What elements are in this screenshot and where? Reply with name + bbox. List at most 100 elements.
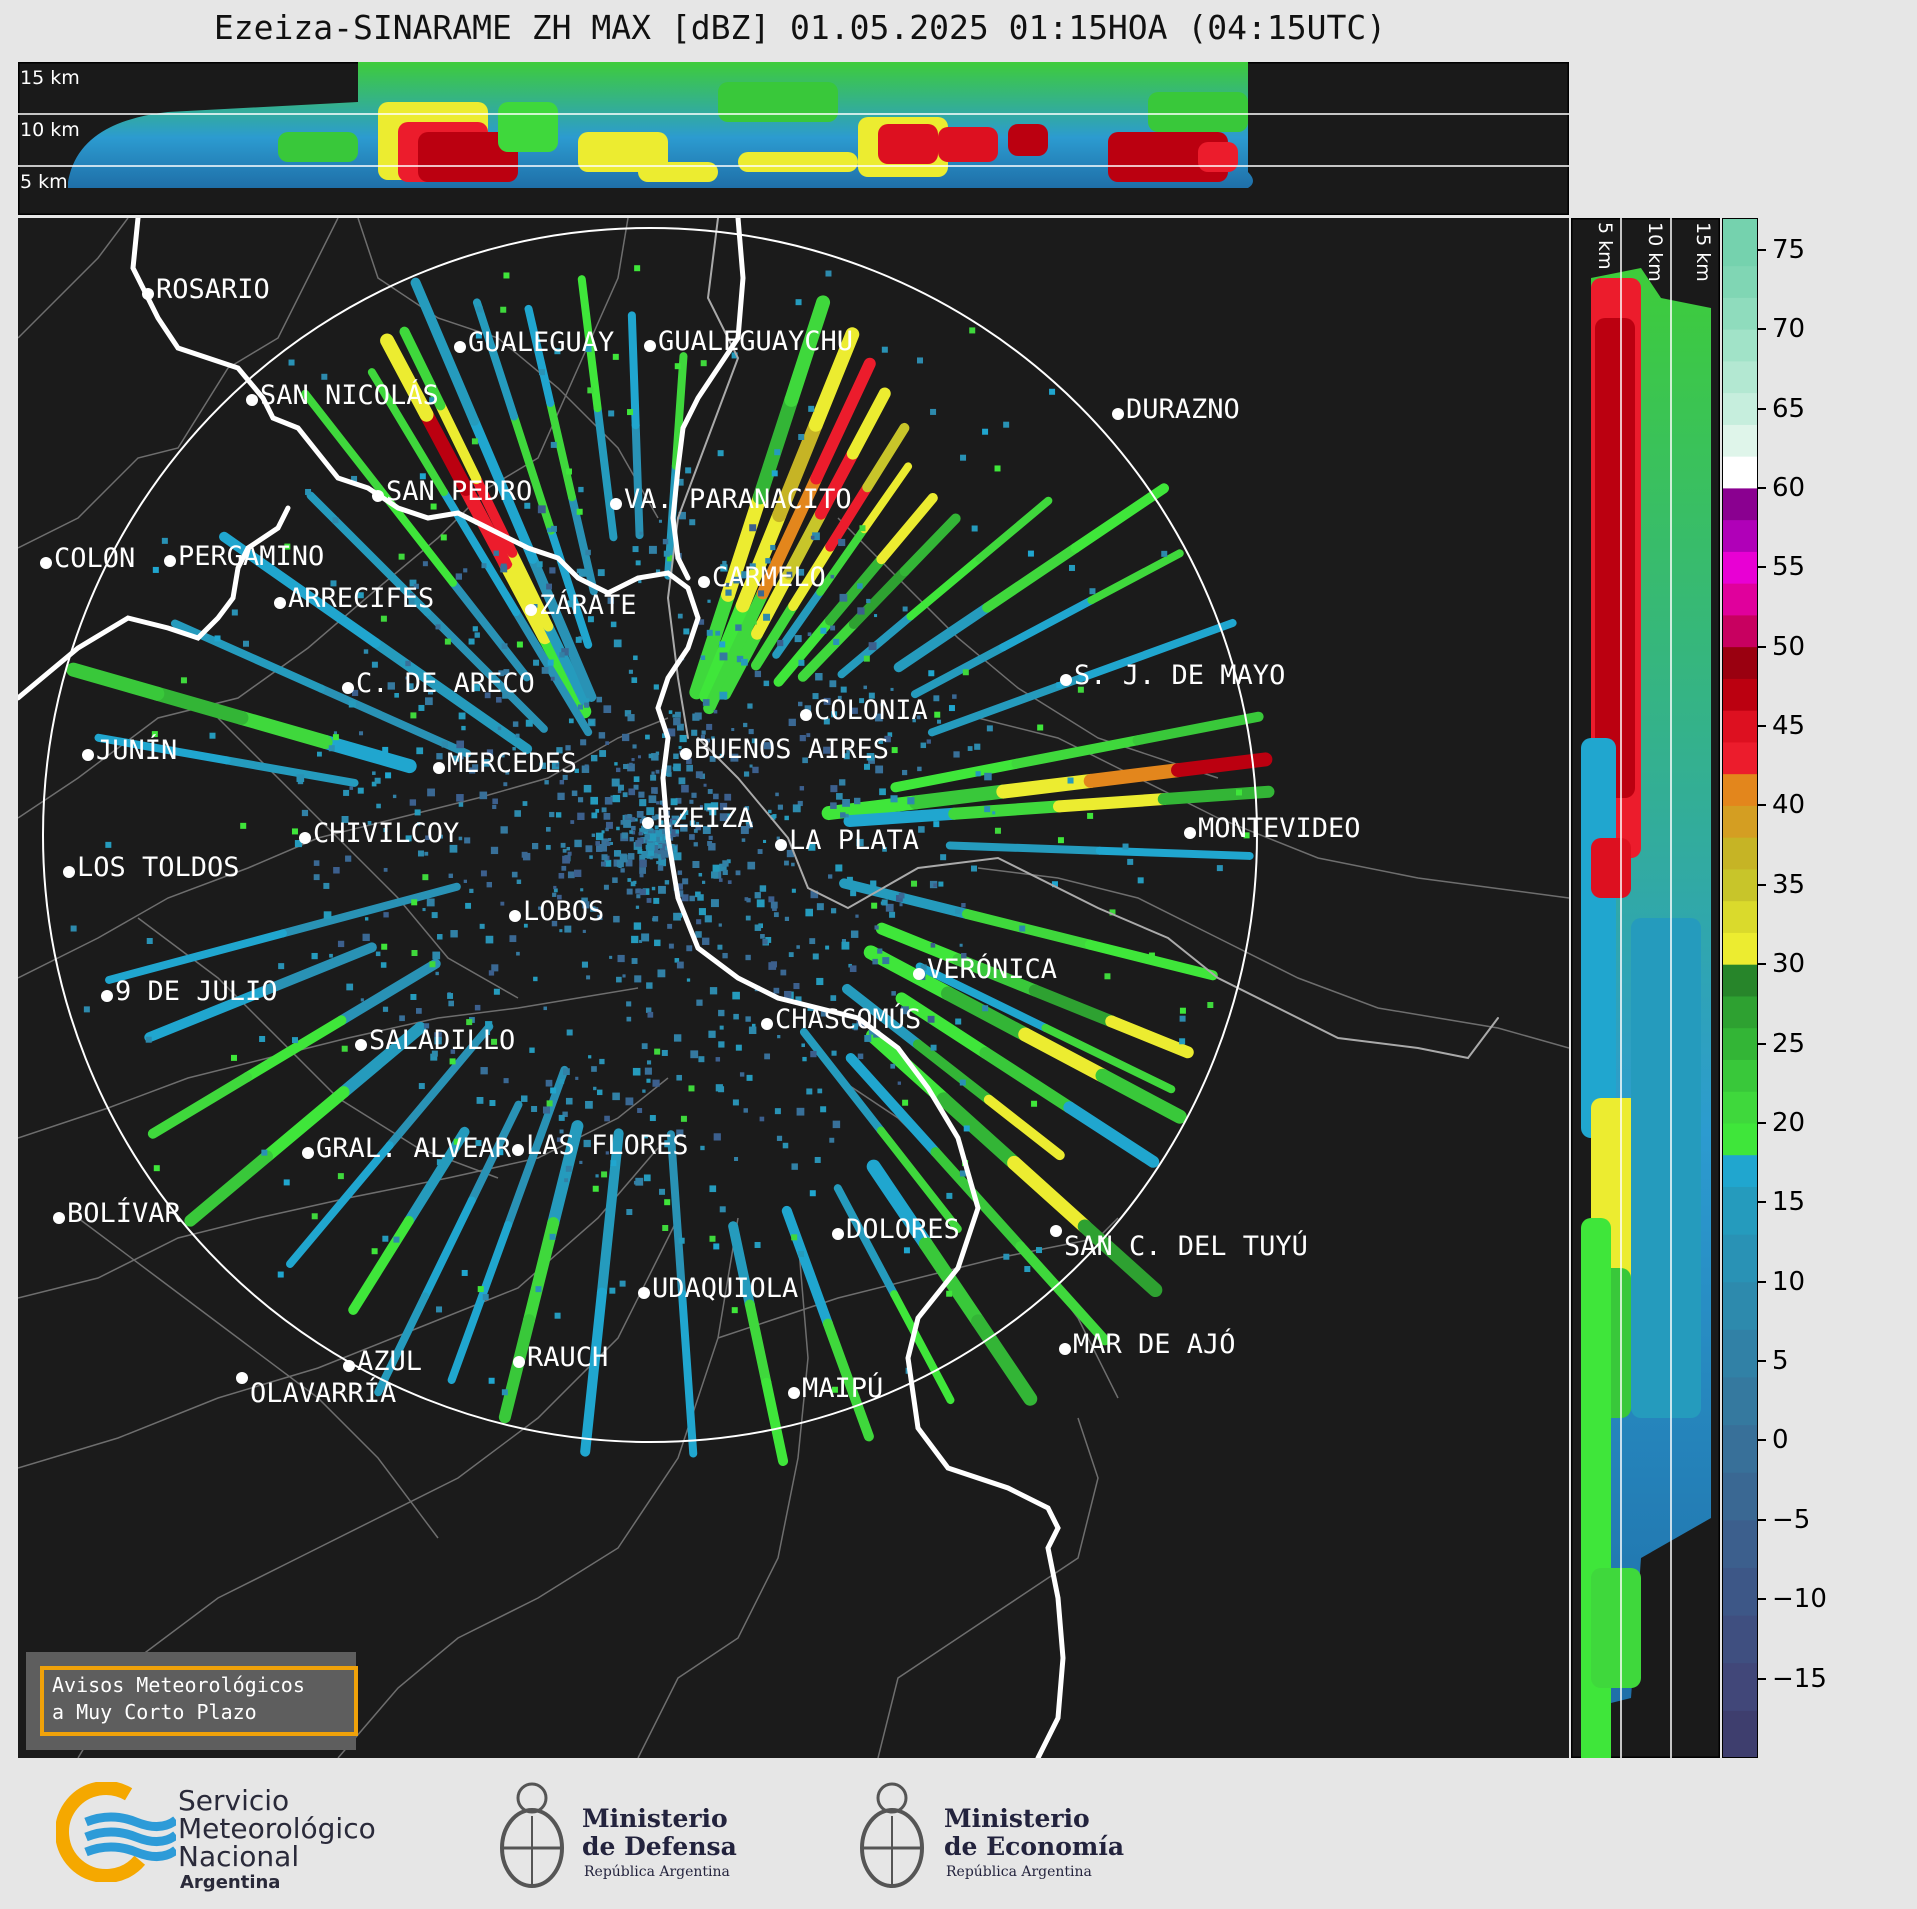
reflectivity-pixel bbox=[764, 1053, 771, 1060]
reflectivity-ray bbox=[876, 492, 938, 565]
city-marker: 9 DE JULIO bbox=[101, 976, 278, 1007]
reflectivity-pixel bbox=[313, 860, 320, 866]
reflectivity-pixel bbox=[575, 1076, 579, 1080]
reflectivity-pixel bbox=[749, 764, 753, 768]
reflectivity-pixel bbox=[418, 704, 425, 711]
reflectivity-pixel bbox=[713, 709, 718, 714]
reflectivity-pixel bbox=[776, 1135, 783, 1141]
reflectivity-pixel bbox=[710, 899, 719, 908]
city-dot bbox=[638, 1287, 650, 1299]
reflectivity-pixel bbox=[648, 849, 654, 856]
reflectivity-pixel bbox=[431, 912, 438, 919]
reflectivity-pixel bbox=[641, 816, 646, 821]
reflectivity-ray bbox=[799, 1028, 885, 1135]
reflectivity-pixel bbox=[323, 882, 330, 889]
smn-line3: Nacional bbox=[178, 1840, 300, 1873]
reflectivity-pixel bbox=[846, 876, 853, 883]
reflectivity-pixel bbox=[590, 754, 598, 762]
reflectivity-pixel bbox=[648, 833, 657, 842]
reflectivity-pixel bbox=[382, 1006, 389, 1012]
reflectivity-pixel bbox=[1057, 837, 1064, 844]
reflectivity-pixel bbox=[471, 438, 478, 445]
city-dot bbox=[236, 1372, 248, 1384]
reflectivity-pixel bbox=[797, 568, 805, 576]
reflectivity-pixel bbox=[786, 571, 793, 578]
reflectivity-pixel bbox=[692, 860, 700, 869]
reflectivity-pixel bbox=[645, 734, 650, 740]
reflectivity-pixel bbox=[601, 807, 607, 813]
reflectivity-pixel bbox=[830, 625, 836, 631]
reflectivity-pixel bbox=[636, 894, 641, 899]
reflectivity-pixel bbox=[562, 848, 567, 853]
reflectivity-pixel bbox=[482, 1294, 489, 1301]
reflectivity-pixel bbox=[552, 892, 557, 897]
reflectivity-pixel bbox=[240, 822, 247, 829]
reflectivity-pixel bbox=[1179, 1038, 1186, 1045]
reflectivity-pixel bbox=[151, 731, 158, 738]
city-label: SALADILLO bbox=[369, 1025, 515, 1056]
reflectivity-ray bbox=[895, 992, 992, 1059]
reflectivity-ray bbox=[936, 1092, 1022, 1170]
reflectivity-pixel bbox=[595, 832, 604, 841]
reflectivity-pixel bbox=[859, 525, 866, 532]
colorbar-step bbox=[1722, 995, 1758, 1029]
colorbar-step bbox=[1722, 1186, 1758, 1235]
reflectivity-pixel bbox=[531, 1105, 538, 1112]
reflectivity-pixel bbox=[696, 919, 702, 925]
reflectivity-pixel bbox=[595, 809, 600, 813]
reflectivity-pixel bbox=[516, 879, 522, 885]
reflectivity-pixel bbox=[846, 750, 850, 754]
reflectivity-pixel bbox=[797, 1250, 804, 1257]
reflectivity-pixel bbox=[371, 661, 378, 668]
reflectivity-pixel bbox=[1077, 686, 1084, 693]
reflectivity-pixel bbox=[469, 888, 474, 894]
reflectivity-pixel bbox=[521, 1095, 528, 1102]
reflectivity-pixel bbox=[626, 1209, 633, 1216]
reflectivity-pixel bbox=[566, 846, 570, 851]
reflectivity-pixel bbox=[652, 916, 659, 922]
reflectivity-pixel bbox=[711, 736, 715, 740]
reflectivity-ray bbox=[918, 1236, 986, 1329]
reflectivity-pixel bbox=[791, 888, 796, 893]
colorbar bbox=[1722, 218, 1758, 1758]
city-marker: UDAQUIOLA bbox=[638, 1273, 798, 1304]
reflectivity-pixel bbox=[551, 920, 558, 927]
reflectivity-pixel bbox=[708, 843, 716, 851]
reflectivity-pixel bbox=[691, 792, 697, 798]
reflectivity-pixel bbox=[337, 1173, 344, 1180]
reflectivity-pixel bbox=[641, 837, 648, 844]
reflectivity-pixel bbox=[316, 751, 322, 757]
reflectivity-pixel bbox=[503, 669, 510, 675]
avisos-button[interactable]: Avisos Meteorológicos a Muy Corto Plazo bbox=[26, 1652, 358, 1750]
reflectivity-pixel bbox=[573, 869, 582, 878]
reflectivity-ray bbox=[435, 400, 482, 485]
reflectivity-pixel bbox=[1089, 588, 1096, 595]
city-marker: CARMELO bbox=[698, 562, 826, 593]
reflectivity-pixel bbox=[680, 824, 688, 832]
reflectivity-pixel bbox=[550, 525, 557, 532]
reflectivity-pixel bbox=[722, 952, 728, 959]
reflectivity-ray bbox=[219, 531, 381, 648]
reflectivity-pixel bbox=[784, 815, 789, 821]
reflectivity-pixel bbox=[702, 699, 710, 706]
reflectivity-pixel bbox=[659, 1188, 666, 1195]
reflectivity-pixel bbox=[1067, 777, 1074, 784]
reflectivity-pixel bbox=[823, 718, 830, 725]
reflectivity-ray bbox=[842, 983, 923, 1050]
reflectivity-pixel bbox=[633, 922, 642, 930]
reflectivity-pixel bbox=[595, 1174, 599, 1178]
reflectivity-pixel bbox=[1019, 925, 1026, 932]
colorbar-step bbox=[1722, 1615, 1758, 1664]
reflectivity-pixel bbox=[725, 589, 732, 596]
colorbar-tick-label: 35 bbox=[1772, 869, 1806, 900]
reflectivity-pixel bbox=[574, 768, 579, 773]
reflectivity-pixel bbox=[588, 1055, 592, 1059]
city-dot bbox=[1060, 674, 1072, 686]
economia-line2: de Economía bbox=[944, 1832, 1125, 1861]
reflectivity-pixel bbox=[703, 783, 707, 787]
reflectivity-pixel bbox=[810, 535, 815, 540]
reflectivity-pixel bbox=[927, 1015, 935, 1023]
reflectivity-ray bbox=[419, 407, 473, 496]
reflectivity-pixel bbox=[497, 726, 502, 731]
reflectivity-pixel bbox=[961, 903, 966, 908]
